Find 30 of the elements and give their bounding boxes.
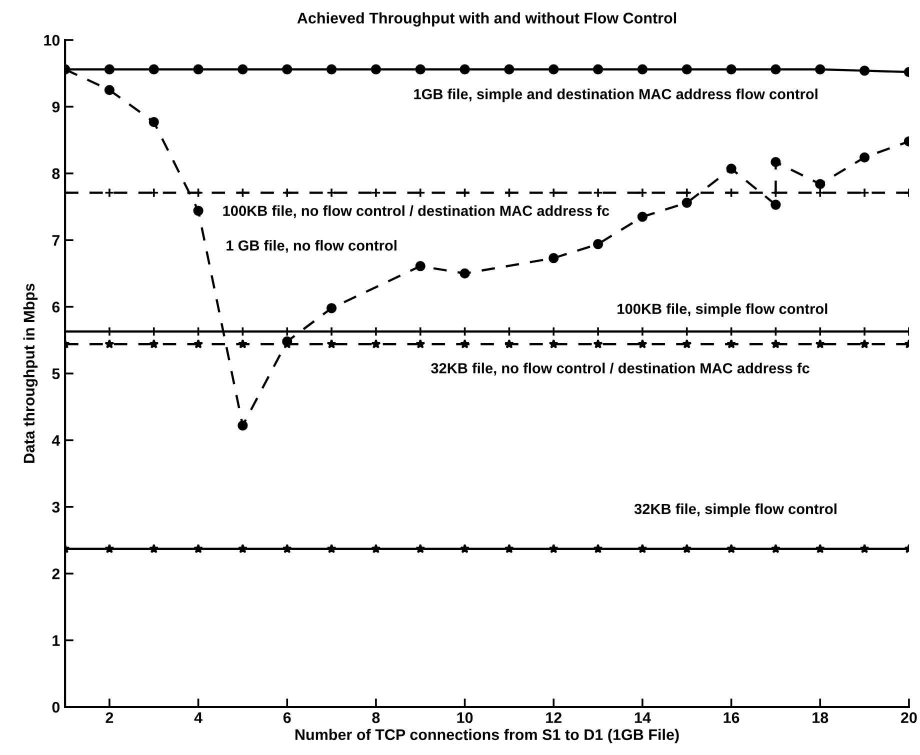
x-tick-label: 16	[724, 712, 740, 724]
x-tick-label: 8	[372, 712, 380, 724]
x-tick-label: 18	[812, 712, 828, 724]
x-tick-label: 6	[283, 712, 291, 724]
series-label: 100KB file, simple flow control	[618, 303, 828, 317]
y-tick-label: 1	[52, 635, 60, 646]
x-tick-label: 2	[106, 712, 114, 723]
y-tick-label: 0	[52, 702, 60, 713]
y-tick-label: 6	[52, 302, 60, 312]
x-tick-label: 12	[546, 712, 562, 723]
series-label: 32KB file, no flow control / destination MAC address fc	[430, 362, 810, 376]
y-tick-label: 7	[52, 235, 60, 246]
y-tick-label: 5	[52, 368, 60, 380]
y-tick-label: 9	[52, 102, 60, 112]
y-tick-label: 10	[44, 34, 60, 46]
series-label: 32KB file, simple flow control	[634, 503, 836, 518]
y-tick-label: 4	[52, 435, 60, 446]
x-tick-label: 4	[194, 712, 202, 723]
series-label: 1 GB file, no flow control	[226, 240, 396, 253]
x-axis-title: Number of TCP connections from S1 to D1 (1GB File)	[295, 728, 679, 744]
y-tick-label: 2	[52, 568, 60, 580]
x-tick-label: 20	[900, 712, 917, 724]
x-tick-label: 10	[457, 712, 473, 724]
y-tick-label: 3	[52, 502, 60, 513]
series-label: 1GB file, simple and destination MAC address flow control	[414, 88, 818, 102]
chart-title: Achieved Throughput with and without Flow Control	[297, 12, 676, 27]
series-label: 100KB file, no flow control / destination MAC address fc	[223, 205, 610, 218]
x-tick-label: 14	[634, 712, 651, 723]
y-tick-label: 8	[52, 168, 60, 180]
y-axis-title: Data throughput in Mbps	[23, 284, 38, 463]
